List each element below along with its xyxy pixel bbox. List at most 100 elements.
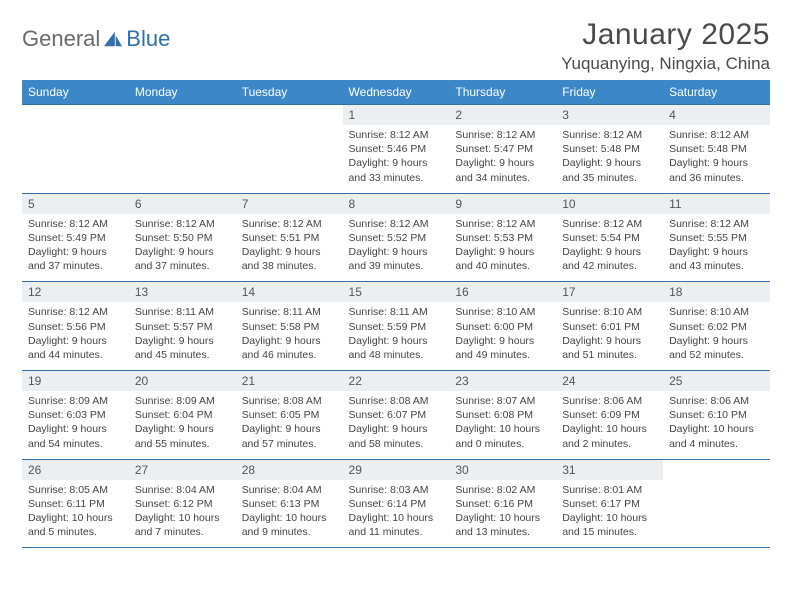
day-number-cell: 21 [236, 371, 343, 392]
day-info-cell: Sunrise: 8:11 AMSunset: 5:58 PMDaylight:… [236, 302, 343, 370]
sunrise-line: Sunrise: 8:02 AM [455, 483, 550, 497]
day-info-cell: Sunrise: 8:12 AMSunset: 5:51 PMDaylight:… [236, 214, 343, 282]
day-info-cell: Sunrise: 8:12 AMSunset: 5:56 PMDaylight:… [22, 302, 129, 370]
sunrise-line: Sunrise: 8:05 AM [28, 483, 123, 497]
day-number-cell: 28 [236, 459, 343, 480]
daylight-line: Daylight: 9 hours and 46 minutes. [242, 334, 337, 362]
sunrise-line: Sunrise: 8:11 AM [242, 305, 337, 319]
day-info-cell: Sunrise: 8:02 AMSunset: 6:16 PMDaylight:… [449, 480, 556, 548]
sunset-line: Sunset: 5:59 PM [349, 320, 444, 334]
day-number-cell: 20 [129, 371, 236, 392]
sunrise-line: Sunrise: 8:10 AM [455, 305, 550, 319]
day-info-cell: Sunrise: 8:12 AMSunset: 5:53 PMDaylight:… [449, 214, 556, 282]
week-daynum-row: 262728293031 [22, 459, 770, 480]
sunrise-line: Sunrise: 8:06 AM [562, 394, 657, 408]
week-info-row: Sunrise: 8:12 AMSunset: 5:56 PM Daylight:… [22, 302, 770, 370]
day-info-cell: Sunrise: 8:04 AMSunset: 6:13 PMDaylight:… [236, 480, 343, 548]
day-number-cell: 1 [343, 105, 450, 126]
daylight-line: Daylight: 10 hours and 11 minutes. [349, 511, 444, 539]
day-info-cell: Sunrise: 8:04 AMSunset: 6:12 PMDaylight:… [129, 480, 236, 548]
sunrise-line: Sunrise: 8:12 AM [28, 305, 123, 319]
sunrise-line: Sunrise: 8:06 AM [669, 394, 764, 408]
week-info-row: Sunrise: 8:05 AMSunset: 6:11 PMDaylight:… [22, 480, 770, 548]
daylight-line: Daylight: 9 hours and 52 minutes. [669, 334, 764, 362]
day-info-cell: Sunrise: 8:05 AMSunset: 6:11 PMDaylight:… [22, 480, 129, 548]
day-info-cell: Sunrise: 8:12 AMSunset: 5:47 PMDaylight:… [449, 125, 556, 193]
day-info-cell: Sunrise: 8:09 AMSunset: 6:04 PMDaylight:… [129, 391, 236, 459]
week-daynum-row: 19202122232425 [22, 371, 770, 392]
day-info-cell [663, 480, 770, 548]
daylight-line: Daylight: 9 hours and 45 minutes. [135, 334, 230, 362]
day-number-cell: 4 [663, 105, 770, 126]
daylight-line: Daylight: 10 hours and 2 minutes. [562, 422, 657, 450]
day-number-cell [663, 459, 770, 480]
daylight-line: Daylight: 9 hours and 58 minutes. [349, 422, 444, 450]
day-info-cell: Sunrise: 8:12 AMSunset: 5:55 PMDaylight:… [663, 214, 770, 282]
sunrise-line: Sunrise: 8:12 AM [562, 217, 657, 231]
sunrise-line: Sunrise: 8:01 AM [562, 483, 657, 497]
sunset-line: Sunset: 6:16 PM [455, 497, 550, 511]
day-info-cell: Sunrise: 8:06 AMSunset: 6:09 PMDaylight:… [556, 391, 663, 459]
day-info-cell: Sunrise: 8:11 AMSunset: 5:59 PMDaylight:… [343, 302, 450, 370]
day-info-cell: Sunrise: 8:03 AMSunset: 6:14 PMDaylight:… [343, 480, 450, 548]
sunrise-line: Sunrise: 8:12 AM [669, 217, 764, 231]
daylight-line: Daylight: 9 hours and 33 minutes. [349, 156, 444, 184]
day-header: Thursday [449, 80, 556, 105]
sunrise-line: Sunrise: 8:12 AM [669, 128, 764, 142]
day-info-cell [129, 125, 236, 193]
day-info-cell: Sunrise: 8:12 AMSunset: 5:48 PMDaylight:… [663, 125, 770, 193]
day-info-cell: Sunrise: 8:06 AMSunset: 6:10 PMDaylight:… [663, 391, 770, 459]
daylight-line: Daylight: 10 hours and 7 minutes. [135, 511, 230, 539]
sunrise-line: Sunrise: 8:09 AM [28, 394, 123, 408]
sunrise-line: Sunrise: 8:03 AM [349, 483, 444, 497]
sunset-line: Sunset: 6:08 PM [455, 408, 550, 422]
sunset-line: Sunset: 5:57 PM [135, 320, 230, 334]
day-info-cell: Sunrise: 8:12 AMSunset: 5:46 PMDaylight:… [343, 125, 450, 193]
week-info-row: Sunrise: 8:12 AM Sunset: 5:49 PM Daylight:… [22, 214, 770, 282]
day-number-cell: 23 [449, 371, 556, 392]
day-number-cell: 30 [449, 459, 556, 480]
day-header: Friday [556, 80, 663, 105]
daylight-line: Daylight: 9 hours and 37 minutes. [135, 245, 230, 273]
daylight-line: Daylight: 9 hours and 39 minutes. [349, 245, 444, 273]
sunset-line: Sunset: 6:12 PM [135, 497, 230, 511]
day-number-cell: 22 [343, 371, 450, 392]
daylight-line: Daylight: 9 hours and 43 minutes. [669, 245, 764, 273]
sunset-line: Sunset: 6:02 PM [669, 320, 764, 334]
daylight-line: Daylight: 10 hours and 15 minutes. [562, 511, 657, 539]
day-info-cell: Sunrise: 8:12 AMSunset: 5:54 PMDaylight:… [556, 214, 663, 282]
day-number-cell: 18 [663, 282, 770, 303]
location-label: Yuquanying, Ningxia, China [561, 54, 770, 74]
sunset-line: Sunset: 5:48 PM [669, 142, 764, 156]
sunrise-line: Sunrise: 8:12 AM [242, 217, 337, 231]
daylight-line: Daylight: 10 hours and 0 minutes. [455, 422, 550, 450]
day-header: Wednesday [343, 80, 450, 105]
day-info-cell: Sunrise: 8:12 AMSunset: 5:49 PMDaylight:… [22, 214, 129, 282]
sunrise-line: Sunrise: 8:11 AM [349, 305, 444, 319]
day-number-cell: 15 [343, 282, 450, 303]
daylight-line: Daylight: 9 hours and 48 minutes. [349, 334, 444, 362]
day-info-cell: Sunrise: 8:07 AMSunset: 6:08 PMDaylight:… [449, 391, 556, 459]
sunrise-line: Sunrise: 8:12 AM [349, 128, 444, 142]
sunset-line: Sunset: 5:49 PM [28, 231, 123, 245]
sunset-line: Sunset: 6:10 PM [669, 408, 764, 422]
daylight-line: Daylight: 10 hours and 13 minutes. [455, 511, 550, 539]
sunset-line: Sunset: 5:56 PM [28, 320, 123, 334]
daylight-line: Daylight: 9 hours and 38 minutes. [242, 245, 337, 273]
day-number-cell: 12 [22, 282, 129, 303]
daylight-line: Daylight: 9 hours and 35 minutes. [562, 156, 657, 184]
daylight-line: Daylight: 9 hours and 42 minutes. [562, 245, 657, 273]
day-number-cell: 29 [343, 459, 450, 480]
day-number-cell: 3 [556, 105, 663, 126]
sunrise-line: Sunrise: 8:11 AM [135, 305, 230, 319]
day-info-cell: Sunrise: 8:01 AMSunset: 6:17 PMDaylight:… [556, 480, 663, 548]
day-number-cell: 6 [129, 193, 236, 214]
sunset-line: Sunset: 6:17 PM [562, 497, 657, 511]
sunset-line: Sunset: 6:05 PM [242, 408, 337, 422]
day-number-cell: 13 [129, 282, 236, 303]
daylight-line: Daylight: 9 hours and 36 minutes. [669, 156, 764, 184]
sunset-line: Sunset: 6:09 PM [562, 408, 657, 422]
logo: General Blue [22, 18, 170, 52]
daylight-line: Daylight: 10 hours and 5 minutes. [28, 511, 123, 539]
sunset-line: Sunset: 5:55 PM [669, 231, 764, 245]
